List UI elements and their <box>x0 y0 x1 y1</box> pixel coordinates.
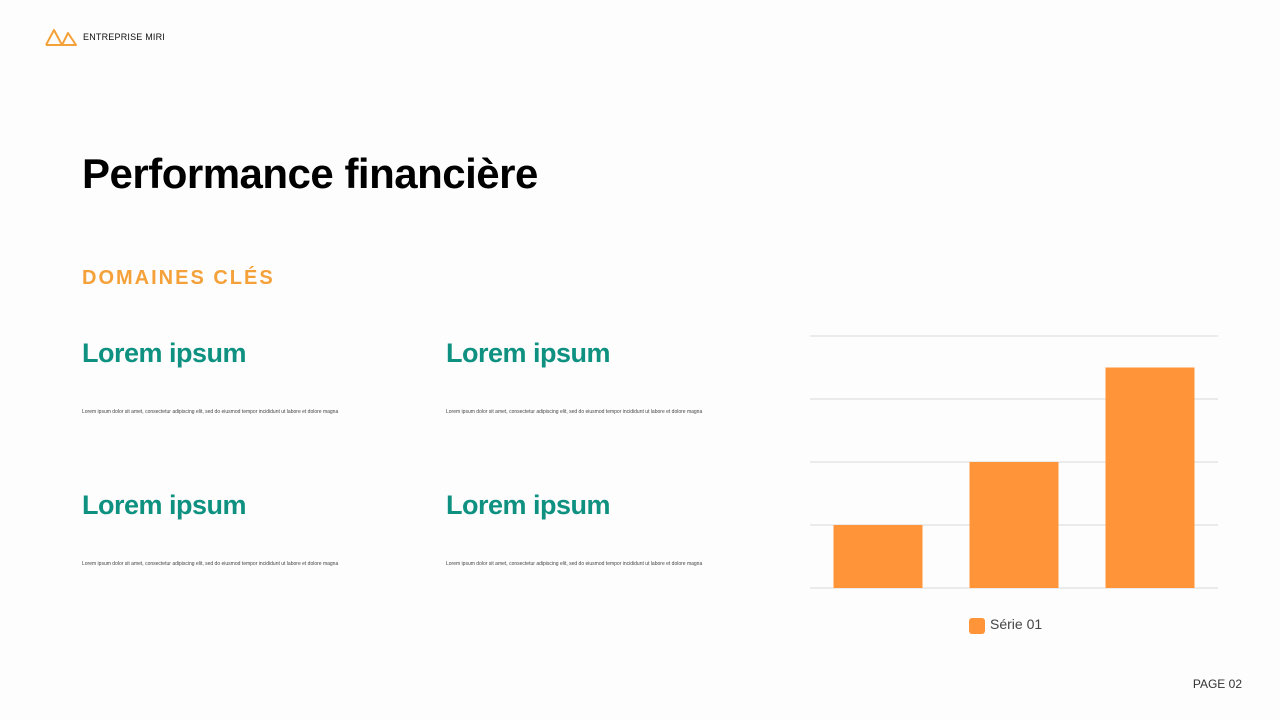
key-area-heading: Lorem ipsum <box>446 338 611 368</box>
key-area-3: Lorem ipsum Lorem ipsum dolor sit amet, … <box>82 490 412 567</box>
bar-1 <box>833 525 923 588</box>
key-area-1: Lorem ipsum Lorem ipsum dolor sit amet, … <box>82 338 412 415</box>
key-area-heading: Lorem ipsum <box>446 490 611 520</box>
brand-name: ENTREPRISE MIRI <box>83 32 166 42</box>
page-number: PAGE 02 <box>1192 677 1242 691</box>
bar-2 <box>969 462 1059 588</box>
bar-chart: Série 01 <box>810 335 1218 634</box>
legend-label: Série 01 <box>990 616 1042 632</box>
key-area-text: Lorem ipsum dolor sit amet, consectetur … <box>82 409 339 415</box>
mountain-icon <box>45 29 77 46</box>
section-subtitle: DOMAINES CLÉS <box>82 267 275 289</box>
key-area-4: Lorem ipsum Lorem ipsum dolor sit amet, … <box>446 490 776 567</box>
key-area-text: Lorem ipsum dolor sit amet, consectetur … <box>82 561 339 567</box>
key-area-2: Lorem ipsum Lorem ipsum dolor sit amet, … <box>446 338 776 415</box>
page-title: Performance financière <box>82 150 538 197</box>
bar-3 <box>1105 367 1195 588</box>
legend-swatch <box>969 618 985 634</box>
key-area-text: Lorem ipsum dolor sit amet, consectetur … <box>446 409 703 415</box>
logo: ENTREPRISE MIRI <box>45 28 165 46</box>
key-area-heading: Lorem ipsum <box>82 338 247 368</box>
key-area-heading: Lorem ipsum <box>82 490 247 520</box>
key-area-text: Lorem ipsum dolor sit amet, consectetur … <box>446 561 703 567</box>
